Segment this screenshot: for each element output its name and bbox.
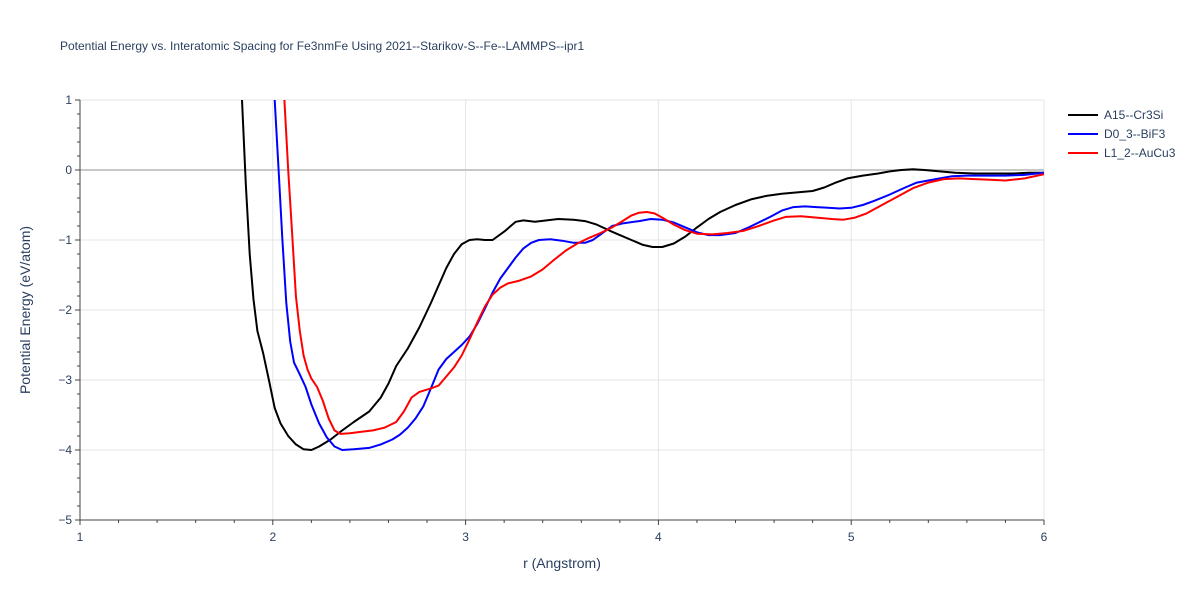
- x-tick-label: 3: [462, 530, 469, 544]
- x-tick-label: 6: [1041, 530, 1048, 544]
- y-tick-label: 1: [65, 93, 72, 107]
- y-tick-label: −2: [58, 303, 72, 317]
- legend-item-2[interactable]: L1_2--AuCu3: [1068, 146, 1176, 160]
- legend-item-0[interactable]: A15--Cr3Si: [1068, 108, 1163, 122]
- y-axis-label: Potential Energy (eV/atom): [17, 226, 33, 394]
- legend-label: L1_2--AuCu3: [1104, 146, 1176, 160]
- x-tick-label: 5: [848, 530, 855, 544]
- series-line-0: [241, 100, 1044, 451]
- tick-labels: 1 2 3 4 5 6 −5 −4 −3 −2 −1 0 1: [58, 93, 1047, 544]
- legend[interactable]: A15--Cr3Si D0_3--BiF3 L1_2--AuCu3: [1068, 108, 1176, 160]
- chart-title: Potential Energy vs. Interatomic Spacing…: [60, 39, 585, 53]
- y-tick-label: 0: [65, 163, 72, 177]
- series-line-2: [283, 100, 1044, 435]
- legend-item-1[interactable]: D0_3--BiF3: [1068, 127, 1166, 141]
- y-tick-label: −4: [58, 443, 72, 457]
- y-tick-label: −1: [58, 233, 72, 247]
- x-axis-label: r (Angstrom): [523, 555, 601, 571]
- x-tick-label: 4: [655, 530, 662, 544]
- y-tick-label: −3: [58, 373, 72, 387]
- x-tick-label: 1: [77, 530, 84, 544]
- y-tick-label: −5: [58, 513, 72, 527]
- legend-label: D0_3--BiF3: [1104, 127, 1166, 141]
- x-tick-label: 2: [269, 530, 276, 544]
- legend-label: A15--Cr3Si: [1104, 108, 1163, 122]
- series-line-1: [273, 100, 1044, 451]
- axes: [75, 99, 1045, 525]
- series-layer: [241, 100, 1044, 451]
